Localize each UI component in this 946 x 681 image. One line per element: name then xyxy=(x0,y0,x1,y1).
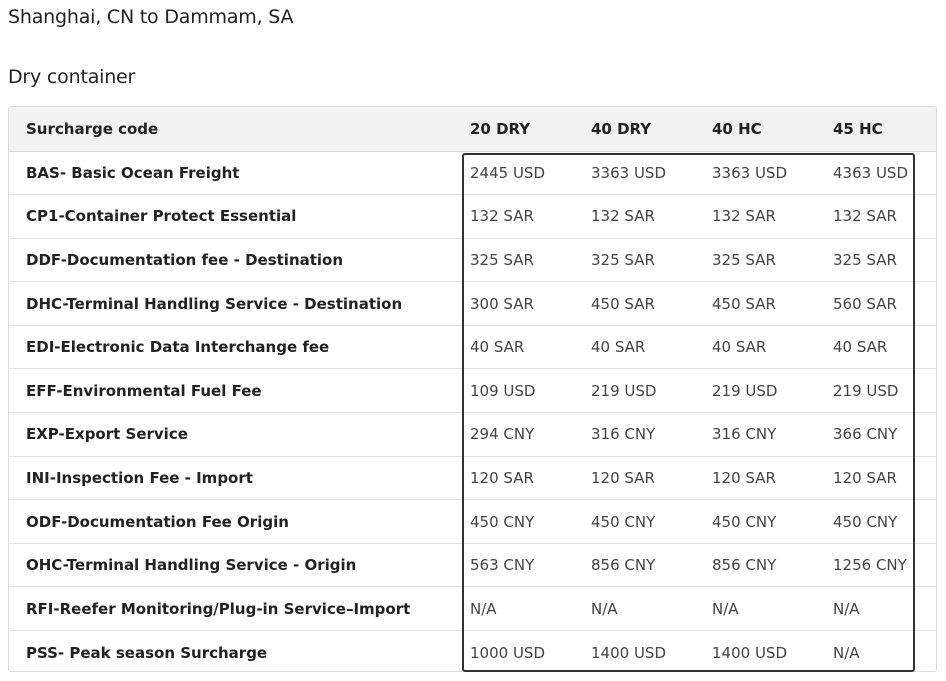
price-cell-45-hc: 219 USD xyxy=(825,368,936,414)
price-cell-20-dry: 40 SAR xyxy=(462,325,583,370)
price-cell-20-dry: 120 SAR xyxy=(462,456,583,501)
price-cell-40-hc: 219 USD xyxy=(704,368,825,414)
price-cell-40-hc: 450 CNY xyxy=(704,499,825,544)
price-cell-40-dry: 450 CNY xyxy=(583,499,704,544)
price-cell-20-dry: 294 CNY xyxy=(462,412,583,457)
surcharge-code-cell: INI-Inspection Fee - Import xyxy=(9,456,462,501)
price-cell-40-hc: 40 SAR xyxy=(704,325,825,370)
price-cell-45-hc: 132 SAR xyxy=(825,194,936,239)
price-cell-45-hc: N/A xyxy=(825,586,936,632)
column-header-40-hc: 40 HC xyxy=(704,107,825,152)
price-cell-20-dry: 109 USD xyxy=(462,368,583,414)
surcharge-code-cell: DHC-Terminal Handling Service - Destinat… xyxy=(9,281,462,326)
price-cell-45-hc: 366 CNY xyxy=(825,412,936,457)
table-row: CP1-Container Protect Essential 132 SAR 13… xyxy=(9,194,936,239)
surcharge-code-cell: EDI-Electronic Data Interchange fee xyxy=(9,325,462,370)
price-cell-40-hc: 120 SAR xyxy=(704,456,825,501)
price-cell-40-dry: 450 SAR xyxy=(583,281,704,326)
table-row: DHC-Terminal Handling Service - Destinat… xyxy=(9,281,936,326)
price-cell-45-hc: 1256 CNY xyxy=(825,543,936,588)
price-cell-20-dry: 325 SAR xyxy=(462,238,583,283)
column-header-20-dry: 20 DRY xyxy=(462,107,583,152)
route-title: Shanghai, CN to Dammam, SA xyxy=(8,6,294,28)
price-cell-40-dry: 120 SAR xyxy=(583,456,704,501)
price-cell-20-dry: 563 CNY xyxy=(462,543,583,588)
table-row: ODF-Documentation Fee Origin 450 CNY 450 C… xyxy=(9,499,936,544)
price-cell-20-dry: 132 SAR xyxy=(462,194,583,239)
price-cell-40-hc: 856 CNY xyxy=(704,543,825,588)
price-cell-40-hc: N/A xyxy=(704,586,825,632)
price-cell-40-dry: 132 SAR xyxy=(583,194,704,239)
table-row: BAS- Basic Ocean Freight 2445 USD 3363 USD… xyxy=(9,151,936,196)
price-cell-20-dry: 1000 USD xyxy=(470,643,545,662)
price-cell-45-hc: 560 SAR xyxy=(825,281,936,326)
price-cell-45-hc: 325 SAR xyxy=(825,238,936,283)
price-cell-20-dry: 450 CNY xyxy=(462,499,583,544)
price-cell-40-dry: 3363 USD xyxy=(583,151,704,196)
price-cell-45-hc: 40 SAR xyxy=(825,325,936,370)
price-cell-40-hc: 132 SAR xyxy=(704,194,825,239)
price-cell-45-hc: 120 SAR xyxy=(825,456,936,501)
price-cell-40-dry: N/A xyxy=(583,586,704,632)
surcharge-code-cell: DDF-Documentation fee - Destination xyxy=(9,238,462,283)
price-cell-40-hc: 450 SAR xyxy=(704,281,825,326)
price-cell-45-hc: N/A xyxy=(833,643,860,662)
price-cell-40-dry: 40 SAR xyxy=(583,325,704,370)
price-cell-45-hc: 450 CNY xyxy=(825,499,936,544)
price-cell-40-dry: 325 SAR xyxy=(583,238,704,283)
table-header: Surcharge code 20 DRY 40 DRY 40 HC 45 HC xyxy=(9,107,936,152)
price-cell-40-hc: 325 SAR xyxy=(704,238,825,283)
container-type-heading: Dry container xyxy=(8,66,136,88)
column-header-40-dry: 40 DRY xyxy=(583,107,704,152)
price-cell-40-hc: 1400 USD xyxy=(712,643,787,662)
table-row: INI-Inspection Fee - Import 120 SAR 120 SA… xyxy=(9,456,936,501)
surcharge-code-cell: EFF-Environmental Fuel Fee xyxy=(9,368,462,414)
price-cell-40-dry: 856 CNY xyxy=(583,543,704,588)
price-cell-20-dry: 2445 USD xyxy=(462,151,583,196)
surcharge-table-container: Surcharge code 20 DRY 40 DRY 40 HC 45 HC… xyxy=(8,106,937,672)
table-row: DDF-Documentation fee - Destination 325 S… xyxy=(9,238,936,283)
price-cell-40-hc: 3363 USD xyxy=(704,151,825,196)
header-row: Surcharge code 20 DRY 40 DRY 40 HC 45 HC xyxy=(9,107,936,152)
surcharge-code-cell: RFI-Reefer Monitoring/Plug-in Service–Im… xyxy=(9,586,462,632)
surcharge-code-cell: CP1-Container Protect Essential xyxy=(9,194,462,239)
price-cell-20-dry: N/A xyxy=(462,586,583,632)
table-body: BAS- Basic Ocean Freight 2445 USD 3363 USD… xyxy=(9,151,936,671)
price-cell-40-dry: 219 USD xyxy=(583,368,704,414)
price-cell-40-hc: 316 CNY xyxy=(704,412,825,457)
surcharge-code-cell: OHC-Terminal Handling Service - Origin xyxy=(9,543,462,588)
price-cell-40-dry: 316 CNY xyxy=(583,412,704,457)
price-cell-40-dry: 1400 USD xyxy=(591,643,666,662)
price-cell-45-hc: 4363 USD xyxy=(825,151,936,196)
table-row: EDI-Electronic Data Interchange fee 40 SA… xyxy=(9,325,936,370)
table-row: PSS- Peak season Surcharge 1000 USD 1400 U… xyxy=(9,631,936,671)
table-row: RFI-Reefer Monitoring/Plug-in Service–Im… xyxy=(9,586,936,632)
price-cell-20-dry: 300 SAR xyxy=(462,281,583,326)
table-row: EFF-Environmental Fuel Fee 109 USD 219 USD… xyxy=(9,368,936,414)
surcharge-code-cell: BAS- Basic Ocean Freight xyxy=(9,151,462,196)
table-row: OHC-Terminal Handling Service - Origin 56… xyxy=(9,543,936,588)
surcharge-table: Surcharge code 20 DRY 40 DRY 40 HC 45 HC… xyxy=(9,107,936,671)
surcharge-code-cell: PSS- Peak season Surcharge xyxy=(26,643,268,662)
column-header-45-hc: 45 HC xyxy=(825,107,936,152)
surcharge-code-cell: EXP-Export Service xyxy=(9,412,462,457)
table-row: EXP-Export Service 294 CNY 316 CNY 316 CNY 3… xyxy=(9,412,936,457)
column-header-surcharge-code: Surcharge code xyxy=(9,107,462,152)
surcharge-code-cell: ODF-Documentation Fee Origin xyxy=(9,499,462,544)
